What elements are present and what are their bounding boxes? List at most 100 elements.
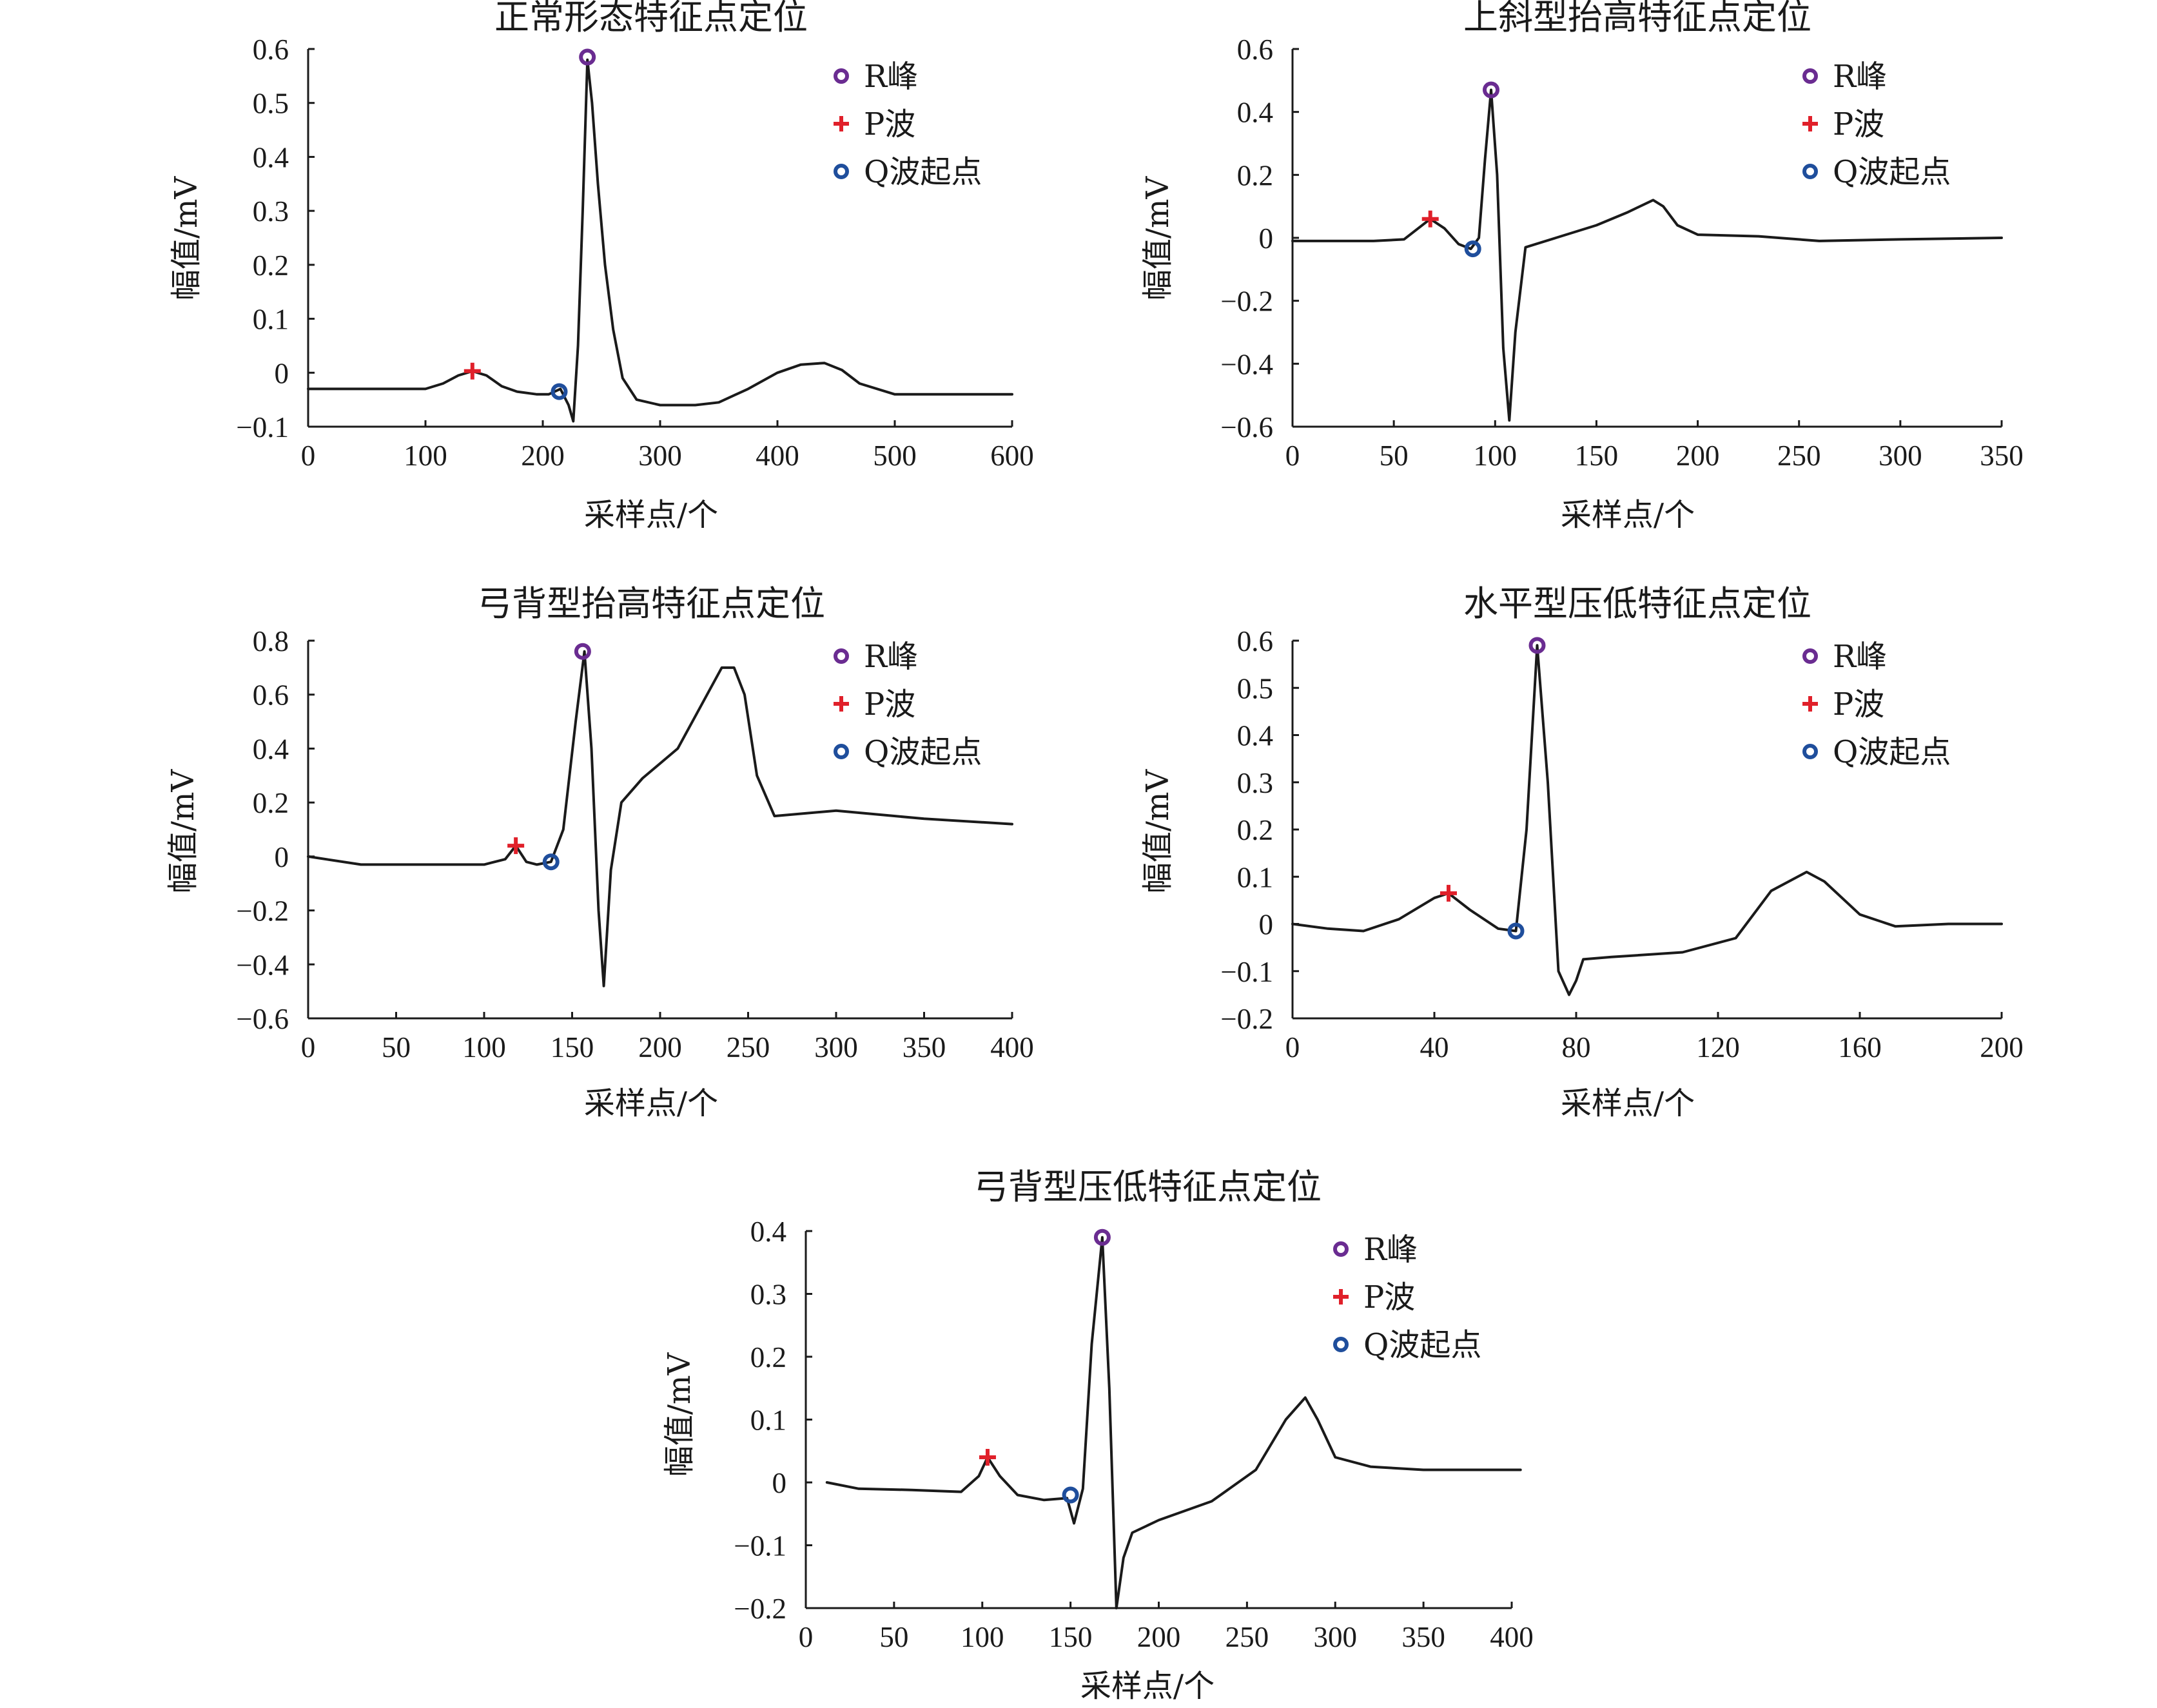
x-tick-label: 50: [1380, 440, 1409, 472]
chart-title: 上斜型抬高特征点定位: [1463, 0, 1811, 37]
chart-title: 正常形态特征点定位: [494, 0, 808, 37]
legend-q-onset-marker: [834, 164, 849, 179]
y-tick-label: 0.5: [253, 88, 289, 120]
x-tick-label: 100: [1474, 440, 1518, 472]
legend-label-p-wave: P波: [864, 106, 915, 142]
chart-title: 弓背型抬高特征点定位: [477, 583, 825, 624]
p-wave-marker: [507, 837, 525, 855]
x-tick-label: 50: [879, 1621, 908, 1653]
y-tick-label: 0.8: [253, 625, 289, 657]
x-tick-label: 300: [1314, 1621, 1358, 1653]
ecg-series-line: [307, 58, 1013, 423]
x-tick-label: 400: [990, 1031, 1034, 1063]
x-tick-label: 0: [799, 1621, 814, 1653]
legend-r-peak-marker: [834, 68, 849, 84]
legend-q-onset-marker: [1802, 164, 1818, 179]
chart-panel: 0 50 100 150 200 250 300 350 −0.6 −0.4 −0.2 0 0.2 0.4…: [1140, 0, 2024, 533]
x-tick-label: 300: [1879, 440, 1922, 472]
x-axis-label: 采样点/个: [1080, 1668, 1215, 1704]
legend-label-r-peak: R峰: [1363, 1232, 1418, 1268]
x-tick-label: 350: [1401, 1621, 1445, 1653]
ecg-series-line: [307, 650, 1013, 987]
legend-label-q-onset: Q波起点: [1363, 1327, 1481, 1363]
r-peak-marker: [579, 48, 596, 66]
x-tick-label: 400: [756, 440, 799, 472]
p-wave-marker: [979, 1449, 996, 1466]
x-tick-label: 300: [814, 1031, 858, 1063]
y-tick-label: −0.1: [236, 411, 289, 443]
y-tick-label: 0.1: [253, 304, 289, 336]
ecg-series-line: [1291, 644, 2003, 996]
y-tick-label: 0.3: [750, 1279, 786, 1311]
legend-q-onset-marker: [1333, 1337, 1349, 1352]
y-tick-label: 0.2: [253, 787, 289, 819]
x-tick-label: 250: [727, 1031, 770, 1063]
x-axis-label: 采样点/个: [1561, 1085, 1695, 1121]
x-tick-label: 500: [873, 440, 917, 472]
y-tick-label: 0.4: [1237, 97, 1273, 129]
x-tick-label: 100: [404, 440, 447, 472]
x-tick-label: 160: [1838, 1031, 1882, 1063]
y-axis-label: 幅值/mV: [1140, 768, 1176, 893]
q-onset-marker: [542, 853, 560, 871]
y-axis-label: 幅值/mV: [165, 768, 201, 893]
y-tick-label: 0: [1259, 222, 1274, 255]
legend-label-p-wave: P波: [1833, 106, 1884, 142]
x-tick-label: 400: [1490, 1621, 1534, 1653]
chart-panel: 0 50 100 150 200 250 300 350 400 −0.2 −0.1 0 0.1 0.2 0…: [661, 1167, 1534, 1704]
legend: R峰 P波 Q波起点: [834, 59, 982, 190]
x-tick-label: 200: [1980, 1031, 2024, 1063]
legend-label-p-wave: P波: [1833, 686, 1884, 723]
x-tick-label: 600: [990, 440, 1034, 472]
y-tick-label: 0.6: [1237, 34, 1273, 66]
y-tick-label: −0.2: [734, 1593, 786, 1625]
legend-r-peak-marker: [1802, 68, 1818, 84]
y-tick-label: 0.2: [1237, 159, 1273, 191]
r-peak-marker: [1483, 81, 1499, 99]
y-tick-label: −0.6: [236, 1003, 289, 1035]
q-onset-marker: [551, 383, 568, 400]
y-tick-label: −0.4: [236, 949, 289, 981]
y-tick-label: 0.4: [750, 1216, 786, 1248]
x-tick-label: 200: [1676, 440, 1720, 472]
x-tick-label: 350: [1980, 440, 2024, 472]
y-tick-label: 0.2: [253, 249, 289, 282]
y-tick-label: −0.2: [236, 895, 289, 927]
y-tick-label: 0.4: [1237, 720, 1273, 752]
legend: R峰 P波 Q波起点: [1802, 59, 1951, 190]
x-tick-label: 0: [1285, 440, 1300, 472]
chart-title: 水平型压低特征点定位: [1463, 583, 1811, 624]
x-tick-label: 150: [1049, 1621, 1093, 1653]
y-tick-label: −0.4: [1220, 348, 1273, 380]
legend-label-q-onset: Q波起点: [864, 154, 982, 190]
legend-p-wave-marker: [1802, 116, 1818, 131]
x-tick-label: 350: [903, 1031, 946, 1063]
legend: R峰 P波 Q波起点: [1333, 1232, 1481, 1363]
x-tick-label: 300: [638, 440, 682, 472]
legend-p-wave-marker: [1802, 696, 1818, 712]
y-tick-label: −0.1: [1220, 956, 1273, 988]
y-tick-label: −0.2: [1220, 1003, 1273, 1035]
x-tick-label: 0: [1285, 1031, 1300, 1063]
legend-p-wave-marker: [834, 116, 849, 131]
legend-label-r-peak: R峰: [864, 639, 918, 675]
q-onset-marker: [1062, 1486, 1079, 1504]
legend-label-r-peak: R峰: [1833, 59, 1887, 95]
x-tick-label: 100: [961, 1621, 1004, 1653]
legend: R峰 P波 Q波起点: [834, 639, 982, 770]
y-tick-label: 0.4: [253, 733, 289, 765]
legend-q-onset-marker: [1802, 744, 1818, 759]
y-tick-label: 0.4: [253, 141, 289, 173]
p-wave-marker: [464, 362, 481, 380]
y-tick-label: 0.3: [1237, 767, 1273, 799]
chart-panel: 0 100 200 300 400 500 600 −0.1 0 0.1 0.2 0.3 0.4 0.5 0…: [168, 0, 1034, 533]
legend-label-r-peak: R峰: [1833, 639, 1887, 675]
y-tick-label: 0.3: [253, 195, 289, 228]
legend-r-peak-marker: [1802, 648, 1818, 664]
x-tick-label: 200: [638, 1031, 682, 1063]
ecg-series-line: [1291, 88, 2003, 422]
x-axis-label: 采样点/个: [584, 1085, 718, 1121]
p-wave-marker: [1440, 884, 1457, 902]
x-axis-label: 采样点/个: [584, 497, 718, 533]
